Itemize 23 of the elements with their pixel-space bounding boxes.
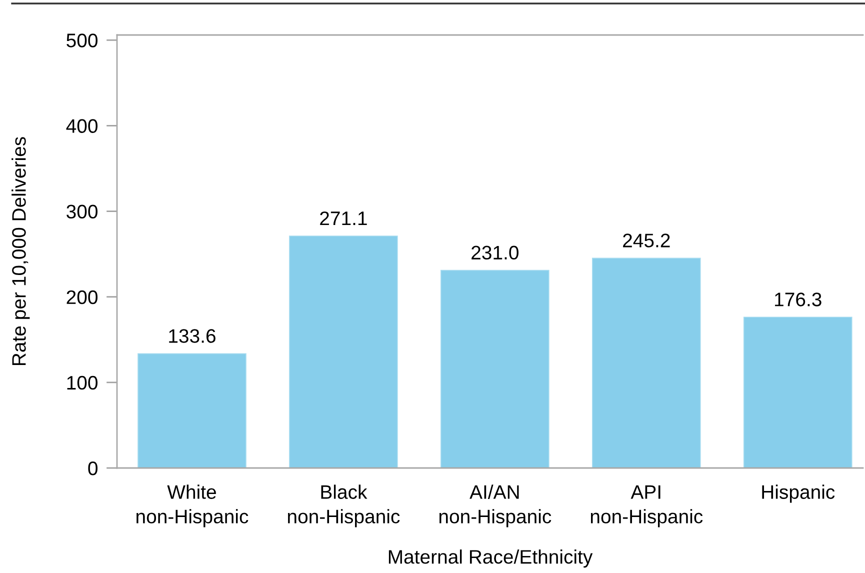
y-tick-label: 0	[88, 461, 98, 476]
bar	[289, 236, 398, 468]
data-label: 231.0	[472, 246, 518, 260]
data-label: 133.6	[169, 329, 216, 343]
x-tick-label: Hispanic	[762, 484, 835, 503]
bar	[743, 316, 852, 468]
x-tick-label: White non-Hispanic	[136, 484, 248, 528]
bar	[592, 258, 701, 468]
y-axis-title: Rate per 10,000 Deliveries	[12, 137, 30, 366]
y-tick-label: 200	[66, 290, 98, 304]
x-tick-label: API non-Hispanic	[590, 485, 703, 528]
x-tick-label: AI/AN non-Hispanic	[439, 484, 552, 528]
y-tick-label: 100	[67, 376, 98, 390]
data-label: 271.1	[320, 211, 367, 226]
y-tick-label: 500	[66, 34, 98, 48]
x-tick-label: Black non-Hispanic	[288, 484, 400, 528]
y-tick-label: 400	[66, 119, 98, 133]
x-axis-title: Maternal Race/Ethnicity	[388, 549, 593, 568]
data-label: 245.2	[623, 234, 670, 248]
data-label: 176.3	[775, 292, 822, 306]
bar	[440, 270, 550, 468]
bar	[138, 353, 246, 468]
y-tick-label: 300	[66, 204, 98, 219]
